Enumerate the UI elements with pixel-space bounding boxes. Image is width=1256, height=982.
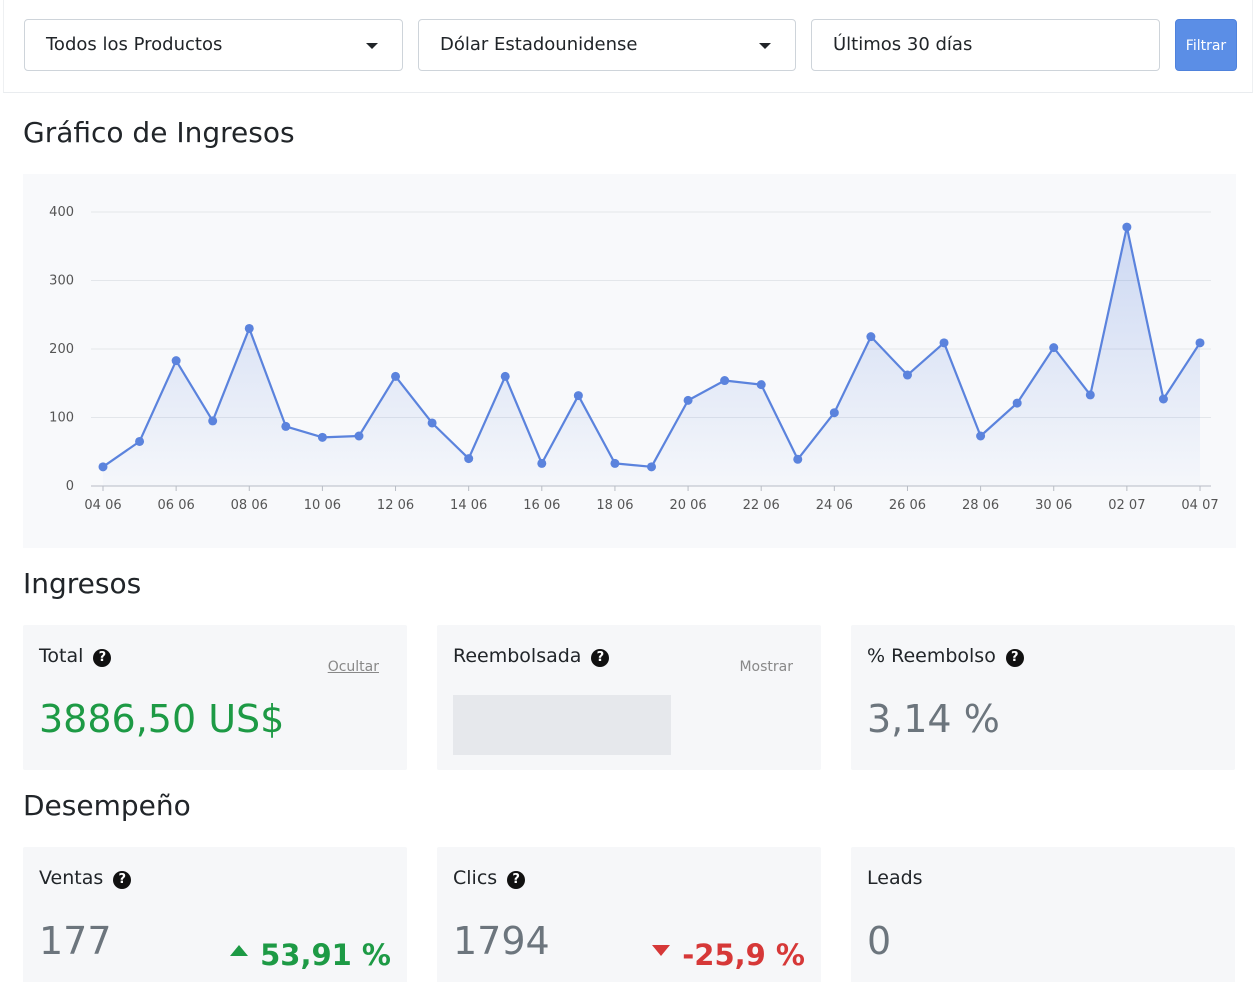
- caret-down-icon: [366, 43, 378, 49]
- data-point: [902, 370, 912, 380]
- data-point: [720, 376, 730, 386]
- x-tick-label: 02 07: [1108, 498, 1145, 513]
- data-point: [354, 431, 364, 441]
- currency-select[interactable]: Dólar Estadounidense: [418, 19, 796, 71]
- x-tick-label: 26 06: [889, 498, 926, 513]
- x-tick-label: 20 06: [669, 498, 706, 513]
- data-point: [537, 458, 547, 468]
- refund-percent-label: % Reembolso: [867, 645, 996, 667]
- refund-percent-card: % Reembolso? 3,14 %: [851, 625, 1235, 770]
- data-point: [1122, 222, 1132, 232]
- chart-title: Gráfico de Ingresos: [23, 116, 295, 149]
- filter-button[interactable]: Filtrar: [1175, 19, 1237, 71]
- sales-value: 177: [39, 919, 112, 963]
- x-tick-label: 18 06: [596, 498, 633, 513]
- y-tick-label: 200: [49, 342, 74, 357]
- caret-down-icon: [759, 43, 771, 49]
- x-tick-label: 06 06: [158, 498, 195, 513]
- data-point: [647, 462, 656, 472]
- clicks-delta: -25,9 %: [652, 938, 805, 972]
- data-point: [829, 408, 839, 418]
- leads-label: Leads: [867, 867, 923, 889]
- x-tick-label: 04 07: [1181, 498, 1218, 513]
- revenue-chart: 0 100 200 300 400 04 06 06 06 08 06 10 06 12 06 1…: [23, 174, 1236, 548]
- data-point: [135, 436, 145, 446]
- period-input-value: Últimos 30 días: [833, 34, 973, 55]
- total-value: 3886,50 US$: [39, 697, 285, 741]
- data-point: [573, 391, 583, 401]
- data-point: [976, 431, 986, 441]
- clicks-label: Clics: [453, 867, 498, 889]
- y-tick-label: 400: [49, 205, 74, 220]
- filter-bar: Todos los Productos Dólar Estadounidense…: [3, 0, 1253, 93]
- x-tick-label: 12 06: [377, 498, 414, 513]
- show-link[interactable]: Mostrar: [739, 659, 793, 675]
- x-tick-label: 14 06: [450, 498, 487, 513]
- data-point: [500, 371, 510, 381]
- clicks-delta-value: -25,9 %: [682, 938, 805, 972]
- sales-delta: 53,91 %: [230, 938, 391, 972]
- y-tick-label: 100: [49, 411, 74, 426]
- data-point: [391, 371, 401, 381]
- x-tick-label: 08 06: [231, 498, 268, 513]
- data-point: [1158, 394, 1168, 404]
- question-circle-icon[interactable]: ?: [93, 649, 112, 667]
- x-tick-label: 30 06: [1035, 498, 1072, 513]
- data-point: [427, 418, 437, 428]
- clicks-value: 1794: [453, 919, 550, 963]
- refunded-label: Reembolsada: [453, 645, 582, 667]
- product-select[interactable]: Todos los Productos: [24, 19, 403, 71]
- revenue-title: Ingresos: [23, 567, 142, 600]
- y-tick-label: 0: [66, 479, 74, 494]
- data-point: [939, 338, 949, 348]
- refund-percent-value: 3,14 %: [867, 697, 1000, 741]
- data-point: [793, 454, 803, 464]
- leads-card: Leads 0: [851, 847, 1235, 982]
- arrow-up-icon: [230, 945, 249, 956]
- hidden-value-placeholder: [453, 695, 671, 755]
- question-circle-icon[interactable]: ?: [507, 871, 526, 889]
- refunded-card: Reembolsada? Mostrar: [437, 625, 821, 770]
- data-point: [1195, 338, 1205, 348]
- currency-select-value: Dólar Estadounidense: [440, 34, 638, 55]
- product-select-value: Todos los Productos: [46, 34, 223, 55]
- data-point: [98, 462, 108, 472]
- data-point: [171, 356, 181, 366]
- x-tick-label: 04 06: [84, 498, 121, 513]
- arrow-down-icon: [652, 945, 671, 956]
- sales-label: Ventas: [39, 867, 104, 889]
- question-circle-icon[interactable]: ?: [591, 649, 610, 667]
- data-point: [1012, 398, 1022, 408]
- question-circle-icon[interactable]: ?: [113, 871, 132, 889]
- x-tick-label: 16 06: [523, 498, 560, 513]
- period-input[interactable]: Últimos 30 días: [811, 19, 1160, 71]
- leads-value: 0: [867, 919, 892, 963]
- data-point: [1049, 343, 1059, 353]
- data-point: [1085, 390, 1095, 400]
- data-point: [610, 458, 620, 468]
- data-point: [866, 332, 876, 342]
- data-point: [244, 323, 254, 333]
- question-circle-icon[interactable]: ?: [1005, 649, 1024, 667]
- hide-link[interactable]: Ocultar: [327, 659, 379, 675]
- data-point: [464, 454, 474, 464]
- revenue-chart-svg: 0 100 200 300 400 04 06 06 06 08 06 10 06 12 06 1…: [49, 205, 1218, 513]
- total-label: Total: [39, 645, 84, 667]
- x-tick-label: 24 06: [816, 498, 853, 513]
- x-tick-label: 22 06: [743, 498, 780, 513]
- sales-delta-value: 53,91 %: [260, 938, 391, 972]
- data-point: [317, 432, 327, 442]
- sales-card: Ventas? 177 53,91 %: [23, 847, 407, 982]
- x-tick-label: 10 06: [304, 498, 341, 513]
- data-point: [756, 380, 766, 390]
- data-point: [208, 416, 218, 426]
- y-tick-label: 300: [49, 274, 74, 289]
- revenue-area: [103, 227, 1200, 486]
- x-tick-label: 28 06: [962, 498, 999, 513]
- data-point: [683, 395, 693, 405]
- total-card: Total? Ocultar 3886,50 US$: [23, 625, 407, 770]
- performance-title: Desempeño: [23, 789, 191, 822]
- clicks-card: Clics? 1794 -25,9 %: [437, 847, 821, 982]
- data-point: [281, 421, 291, 431]
